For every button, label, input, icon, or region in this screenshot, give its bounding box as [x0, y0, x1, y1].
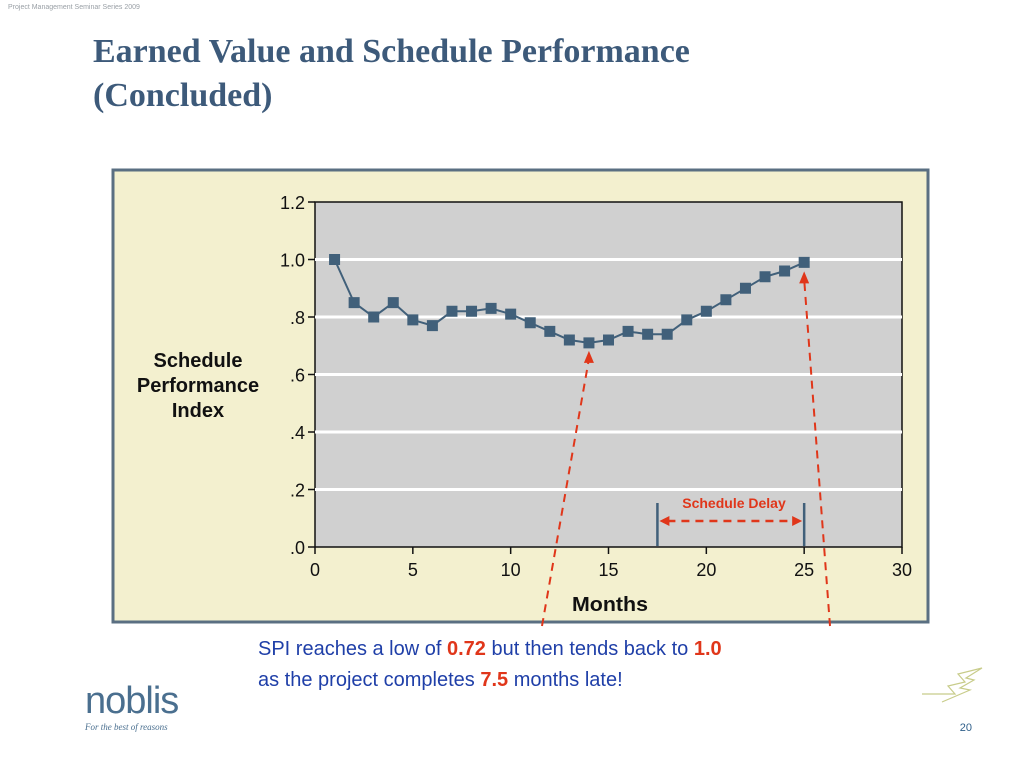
data-point-12: [563, 334, 575, 346]
data-point-3: [387, 297, 399, 309]
low-pointer-line: [541, 358, 590, 627]
data-point-8: [485, 302, 497, 314]
caption-text-3: as the project completes: [258, 669, 481, 691]
x-tick-label-0: 0: [310, 560, 320, 580]
caption-late-value: 7.5: [480, 669, 509, 691]
caption-low-value: 0.72: [446, 638, 486, 660]
title-line-1: Earned Value and Schedule Performance: [93, 33, 690, 70]
signature-squiggle-icon: [922, 667, 983, 703]
delay-arrow-left-head: [659, 516, 670, 526]
x-tick-label-4: 20: [696, 560, 716, 580]
x-tick-label-1: 5: [408, 560, 418, 580]
caption-text-1: SPI reaches a low of: [258, 638, 447, 660]
x-tick-label-3: 15: [598, 560, 618, 580]
caption-text-2: but then tends back to: [485, 638, 694, 660]
data-point-2: [368, 311, 380, 323]
data-point-7: [466, 305, 478, 317]
delay-arrow-right-head: [792, 516, 803, 526]
data-point-0: [329, 254, 341, 265]
y-tick-label-5: 1.0: [280, 251, 305, 271]
logo-tagline: For the best of reasons: [85, 722, 168, 732]
data-point-13: [583, 337, 595, 349]
y-tick-label-6: 1.2: [280, 193, 305, 213]
y-tick-label-4: .8: [290, 308, 305, 328]
x-tick-label-2: 10: [501, 560, 521, 580]
caption: SPI reaches a low of 0.72 but then tends…: [258, 634, 898, 696]
data-point-11: [544, 325, 556, 337]
schedule-delay-label: Schedule Delay: [682, 495, 786, 511]
caption-high-value: 1.0: [693, 638, 722, 660]
data-point-24: [798, 256, 810, 268]
data-point-18: [681, 314, 693, 326]
data-point-1: [348, 297, 360, 309]
end-pointer-line: [803, 279, 831, 627]
spi-series: [329, 254, 810, 349]
low-pointer-head: [583, 350, 594, 363]
page-title: Earned Value and Schedule Performance (C…: [93, 30, 893, 118]
y-tick-label-2: .4: [290, 423, 305, 443]
noblis-logo: noblis For the best of reasons: [85, 680, 179, 732]
y-axis-ticks: .0 .2 .4 .6 .8 1.0 1.2: [280, 193, 315, 558]
data-point-9: [505, 308, 517, 320]
series-note: Project Management Seminar Series 2009: [8, 4, 140, 11]
title-line-2: (Concluded): [93, 77, 273, 114]
data-point-23: [779, 265, 791, 277]
y-tick-label-0: .0: [290, 538, 305, 558]
y-tick-label-3: .6: [290, 366, 305, 386]
y-axis-label-line-1: Schedule: [154, 350, 243, 372]
data-point-19: [700, 305, 712, 317]
data-point-5: [426, 320, 438, 332]
data-point-15: [622, 325, 634, 337]
data-point-6: [446, 305, 458, 317]
x-axis-label: Months: [572, 594, 648, 616]
y-axis-label-line-2: Performance: [137, 375, 259, 397]
data-point-17: [661, 328, 673, 340]
end-pointer-head: [799, 271, 810, 284]
x-tick-label-6: 30: [892, 560, 912, 580]
caption-text-4: months late!: [508, 669, 623, 691]
data-point-10: [524, 317, 536, 329]
y-axis-label-line-3: Index: [172, 400, 224, 422]
annotations: [541, 271, 831, 627]
data-point-14: [603, 334, 614, 346]
x-tick-label-5: 25: [794, 560, 814, 580]
logo-wordmark: noblis: [85, 680, 179, 722]
data-point-20: [720, 294, 732, 306]
data-point-16: [642, 328, 654, 340]
data-point-4: [407, 314, 419, 326]
page-number: 20: [959, 722, 972, 734]
y-tick-label-1: .2: [290, 481, 305, 501]
data-point-22: [759, 271, 771, 283]
x-axis-ticks: 0 5 10 15 20 25 30: [310, 547, 912, 580]
data-point-21: [739, 282, 751, 294]
